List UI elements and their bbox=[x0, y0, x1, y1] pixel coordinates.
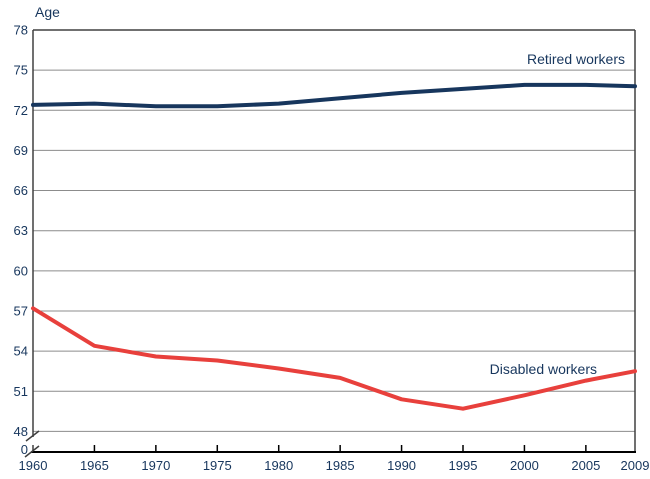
x-tick-label: 1980 bbox=[264, 458, 293, 473]
data-series bbox=[31, 82, 637, 411]
x-tick-label: 1990 bbox=[387, 458, 416, 473]
y-tick-label: 57 bbox=[14, 303, 28, 318]
x-tick-labels: 1960 1965 1970 1975 1980 1985 1990 1995 2000 2005… bbox=[19, 458, 650, 473]
axis-break-marks bbox=[24, 430, 40, 458]
plot-border bbox=[32, 29, 636, 452]
y-tick-labels: 78 75 72 69 66 63 60 57 54 51 48 bbox=[14, 23, 28, 439]
axis-break-slash-lower bbox=[24, 445, 40, 458]
y-tick-label: 66 bbox=[14, 183, 28, 198]
y-tick-label: 72 bbox=[14, 103, 28, 118]
gridlines bbox=[33, 69, 635, 432]
y-tick-label: 54 bbox=[14, 344, 28, 359]
series-label-retired-workers: Retired workers bbox=[527, 51, 625, 67]
y-tick-label: 63 bbox=[14, 223, 28, 238]
x-tick-label: 1995 bbox=[449, 458, 478, 473]
y-tick-label: 69 bbox=[14, 143, 28, 158]
x-tick-label: 2009 bbox=[621, 458, 650, 473]
x-tick-label: 1975 bbox=[203, 458, 232, 473]
axis-break-slash-upper bbox=[25, 430, 40, 442]
x-tick-label: 1970 bbox=[141, 458, 170, 473]
y-tick-label: 48 bbox=[14, 424, 28, 439]
y-tick-label: 78 bbox=[14, 23, 28, 38]
x-tick-label: 2005 bbox=[571, 458, 600, 473]
x-tick-label: 1985 bbox=[326, 458, 355, 473]
x-tick-label: 1965 bbox=[80, 458, 109, 473]
y-tick-label: 51 bbox=[14, 384, 28, 399]
x-tick-label: 1960 bbox=[19, 458, 48, 473]
y-axis-title: Age bbox=[35, 4, 60, 20]
y-tick-label: 60 bbox=[14, 263, 28, 278]
x-tick-label: 2000 bbox=[510, 458, 539, 473]
series-label-disabled-workers: Disabled workers bbox=[490, 361, 597, 377]
broken-axis-zero-label: 0 bbox=[21, 442, 28, 457]
y-tick-label: 75 bbox=[14, 63, 28, 78]
series-line-retired-workers bbox=[31, 82, 637, 109]
x-axis bbox=[31, 445, 636, 453]
series-line-disabled-workers bbox=[31, 306, 637, 411]
